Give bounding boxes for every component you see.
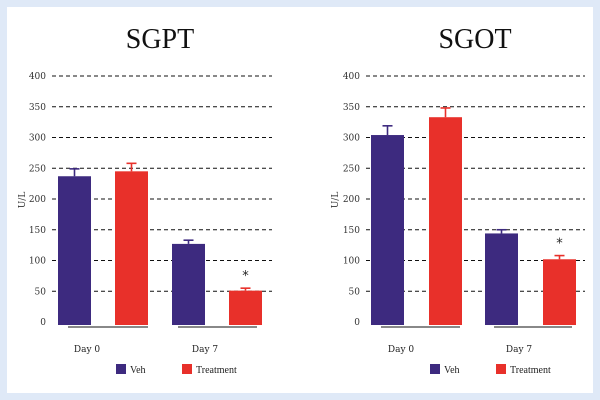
- x-group-label: Day 0: [388, 345, 415, 355]
- y-axis-label: U/L: [331, 192, 341, 209]
- y-tick-label: 50: [349, 287, 361, 297]
- y-tick-label: 300: [29, 134, 46, 144]
- y-tick-label: 0: [354, 318, 360, 328]
- bar-veh-day-0: [371, 135, 404, 325]
- chart-panel-sgpt: SGPT U/L 0 50 100 150 200 250 300 350 400 Day 0 * Day…: [18, 24, 272, 376]
- legend-label: Treatment: [510, 365, 551, 376]
- significance-marker: *: [242, 269, 249, 284]
- legend-label: Treatment: [196, 365, 237, 376]
- y-tick-label: 300: [343, 134, 360, 144]
- bar-veh-day-7: [172, 243, 205, 325]
- y-axis-label: U/L: [18, 192, 28, 209]
- x-group-label: Day 7: [192, 345, 219, 355]
- y-tick-label: 150: [343, 226, 360, 236]
- x-group-label: Day 0: [74, 345, 101, 355]
- y-tick-label: 350: [29, 103, 46, 113]
- y-tick-label: 350: [343, 103, 360, 113]
- bar-treatment-day-7: [229, 290, 262, 325]
- chart-panel-sgot: SGOT U/L 0 50 100 150 200 250 300 350 400 Day 0 * Day…: [331, 24, 585, 376]
- bar-veh-day-0: [58, 176, 91, 325]
- y-tick-label: 150: [29, 226, 46, 236]
- legend-label: Veh: [130, 365, 146, 376]
- y-tick-label: 0: [40, 318, 46, 328]
- chart-title: SGOT: [438, 24, 511, 55]
- legend-swatch: [182, 364, 192, 374]
- y-tick-label: 50: [35, 287, 47, 297]
- bar-treatment-day-0: [115, 171, 148, 325]
- y-tick-label: 400: [343, 72, 360, 82]
- legend-swatch: [116, 364, 126, 374]
- bar-veh-day-7: [485, 233, 518, 325]
- bar-treatment-day-0: [429, 117, 462, 325]
- chart-title: SGPT: [126, 24, 194, 55]
- y-tick-label: 100: [29, 257, 46, 267]
- y-tick-label: 250: [343, 164, 360, 174]
- x-group-label: Day 7: [506, 345, 533, 355]
- significance-marker: *: [556, 237, 563, 252]
- y-tick-label: 250: [29, 164, 46, 174]
- legend-label: Veh: [444, 365, 460, 376]
- legend-swatch: [496, 364, 506, 374]
- bar-treatment-day-7: [543, 259, 576, 325]
- y-tick-label: 200: [29, 195, 46, 205]
- y-tick-label: 400: [29, 72, 46, 82]
- legend-swatch: [430, 364, 440, 374]
- y-tick-label: 100: [343, 257, 360, 267]
- y-tick-label: 200: [343, 195, 360, 205]
